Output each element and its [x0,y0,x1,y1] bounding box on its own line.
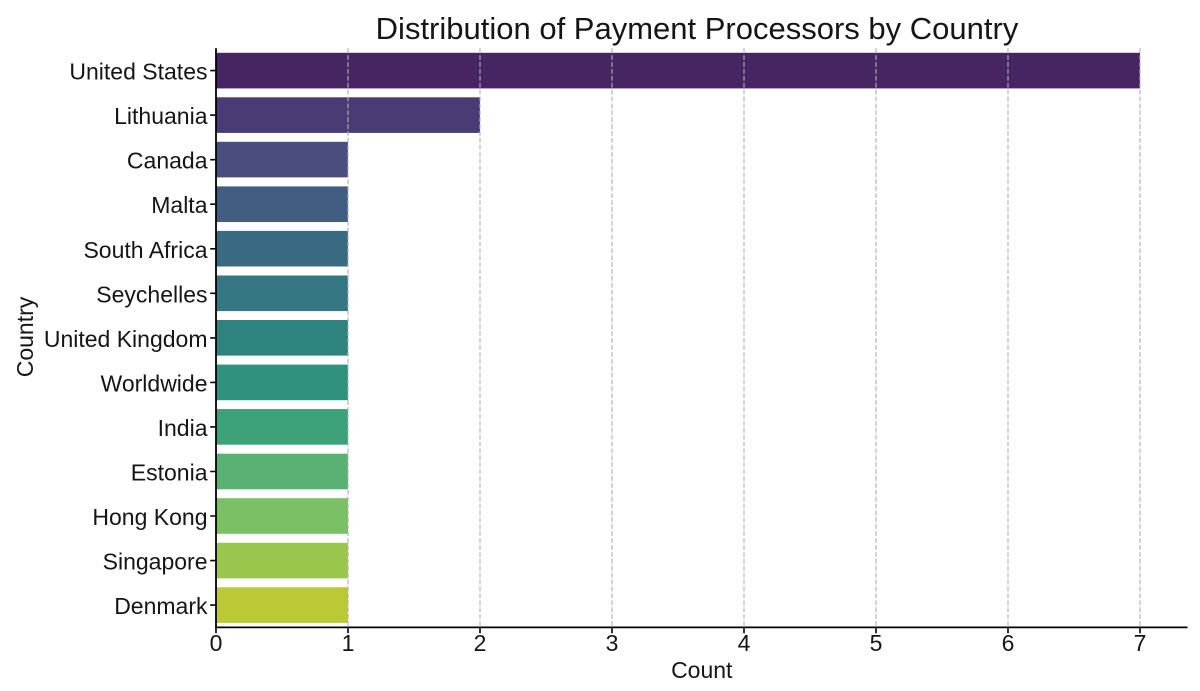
svg-text:Worldwide: Worldwide [101,370,208,396]
svg-text:0: 0 [210,630,223,656]
svg-text:South Africa: South Africa [83,237,207,263]
svg-text:Country: Country [12,296,38,377]
svg-text:Lithuania: Lithuania [114,103,208,129]
svg-text:3: 3 [606,630,619,656]
svg-text:India: India [158,415,208,441]
svg-text:1: 1 [342,630,355,656]
svg-text:2: 2 [474,630,487,656]
svg-text:5: 5 [870,630,883,656]
svg-text:6: 6 [1002,630,1015,656]
svg-text:4: 4 [738,630,751,656]
svg-text:Singapore: Singapore [103,549,208,575]
svg-text:Denmark: Denmark [114,593,208,619]
svg-text:Canada: Canada [127,148,208,174]
svg-text:Estonia: Estonia [131,460,208,486]
svg-text:United Kingdom: United Kingdom [44,326,208,352]
svg-text:Count: Count [671,657,733,683]
svg-text:7: 7 [1134,630,1147,656]
svg-text:Malta: Malta [151,192,207,218]
svg-text:Hong Kong: Hong Kong [92,504,207,530]
svg-text:Distribution of Payment Proces: Distribution of Payment Processors by Co… [376,11,1019,46]
svg-text:Seychelles: Seychelles [96,281,207,307]
svg-text:United States: United States [69,59,207,85]
